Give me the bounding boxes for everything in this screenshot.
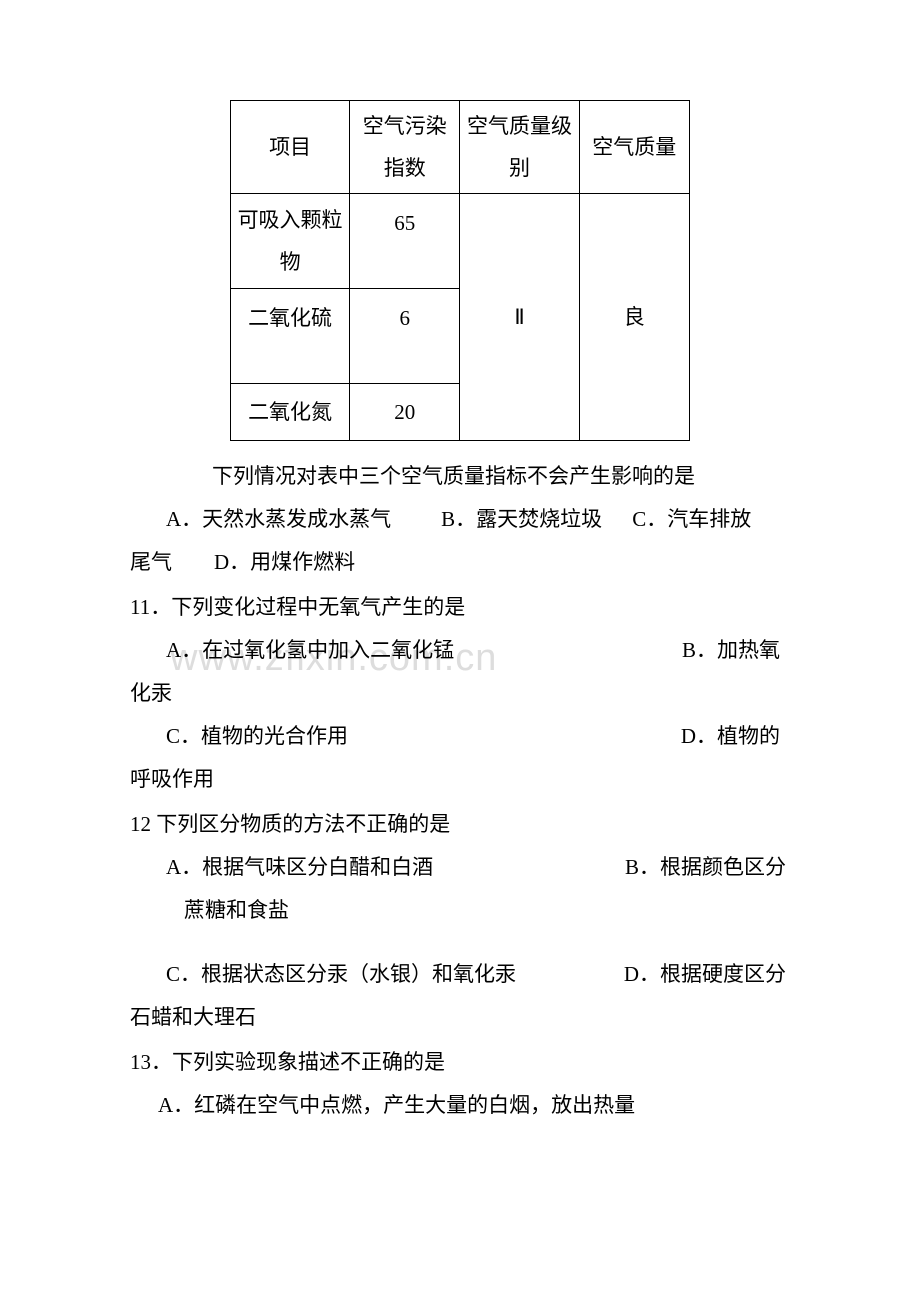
table-header: 空气质量 <box>579 101 689 194</box>
q11-opt-a: A．在过氧化氢中加入二氧化锰 <box>166 629 454 672</box>
q12-opt-c: C．根据状态区分汞（水银）和氧化汞 <box>166 953 516 996</box>
lead-text: 下列情况对表中三个空气质量指标不会产生影响的是 <box>170 455 790 498</box>
q10-opt-b: B．露天焚烧垃圾 <box>441 498 602 541</box>
q10-opt-c: C．汽车排放 <box>632 498 751 541</box>
q11-line1: A．在过氧化氢中加入二氧化锰 B．加热氧 <box>166 629 790 672</box>
table-cell-quality: 良 <box>579 194 689 441</box>
table-cell: 二氧化氮 <box>231 384 350 441</box>
air-quality-table: 项目 空气污染指数 空气质量级别 空气质量 可吸入颗粒物 65 Ⅱ 良 二氧化硫… <box>230 100 690 441</box>
q12-opt-a: A．根据气味区分白醋和白酒 <box>166 846 433 889</box>
q11-opt-b: B．加热氧 <box>682 629 790 672</box>
q12-opt-d: D．根据硬度区分 <box>624 953 790 996</box>
q10-options-line2: 尾气 D．用煤作燃料 <box>130 541 790 584</box>
q12-stem: 12 下列区分物质的方法不正确的是 <box>130 803 790 846</box>
table-cell: 可吸入颗粒物 <box>231 194 350 289</box>
table-header: 项目 <box>231 101 350 194</box>
q10-options-line1: A．天然水蒸发成水蒸气 B．露天焚烧垃圾 C．汽车排放 <box>166 498 790 541</box>
q11-d-cont: 呼吸作用 <box>130 758 790 801</box>
q13-opt-a: A．红磷在空气中点燃，产生大量的白烟，放出热量 <box>158 1084 790 1127</box>
q12-d-cont: 石蜡和大理石 <box>130 996 790 1039</box>
table-cell: 20 <box>350 384 460 441</box>
q12-line1: A．根据气味区分白醋和白酒 B．根据颜色区分 <box>166 846 790 889</box>
table-cell: 二氧化硫 <box>231 289 350 384</box>
q11-b-cont: 化汞 <box>130 672 790 715</box>
q10-opt-a: A．天然水蒸发成水蒸气 <box>166 498 391 541</box>
table-cell: 65 <box>350 194 460 289</box>
q12-opt-b: B．根据颜色区分 <box>625 846 790 889</box>
q12-b-cont: 蔗糖和食盐 <box>184 889 790 932</box>
q11-line2: C．植物的光合作用 D．植物的 <box>166 715 790 758</box>
q11-opt-c: C．植物的光合作用 <box>166 715 348 758</box>
table-header: 空气质量级别 <box>460 101 579 194</box>
table-header: 空气污染指数 <box>350 101 460 194</box>
q12-line2: C．根据状态区分汞（水银）和氧化汞 D．根据硬度区分 <box>166 953 790 996</box>
table-cell: 6 <box>350 289 460 384</box>
q13-stem: 13．下列实验现象描述不正确的是 <box>130 1041 790 1084</box>
q11-stem: 11．下列变化过程中无氧气产生的是 <box>130 586 790 629</box>
table-cell-level: Ⅱ <box>460 194 579 441</box>
q11-opt-d: D．植物的 <box>681 715 790 758</box>
